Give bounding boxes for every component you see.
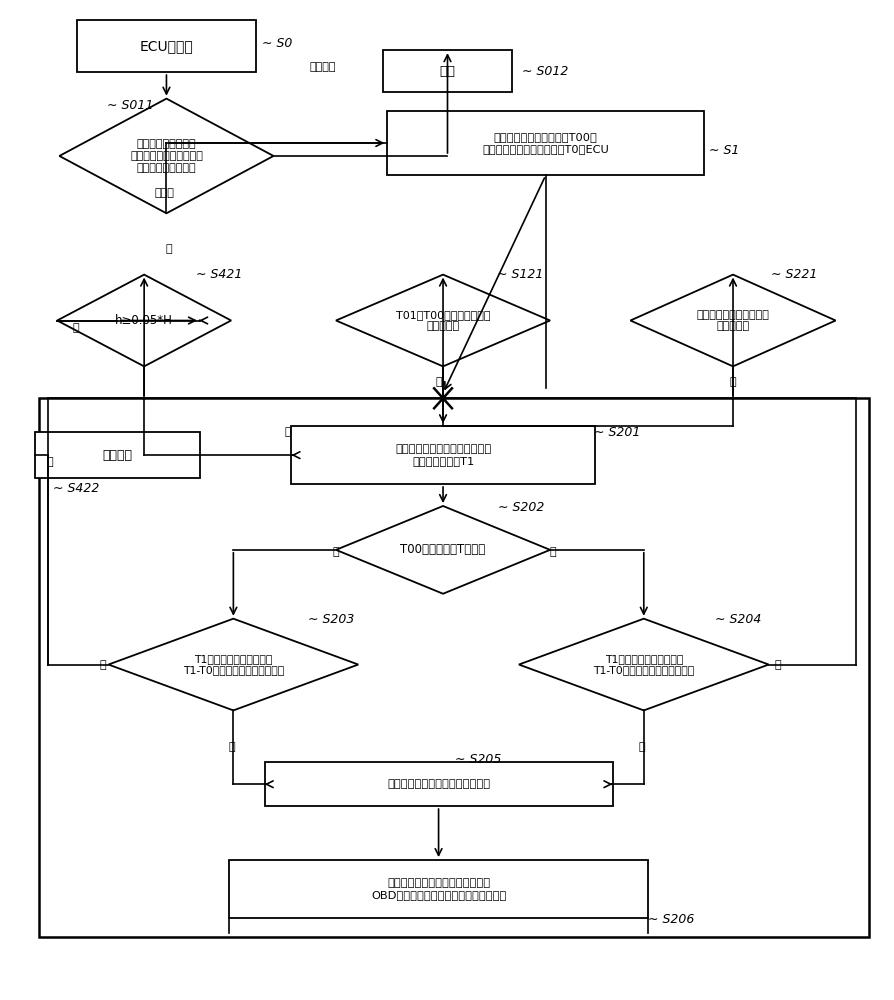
Text: ∼ S206: ∼ S206 <box>647 913 694 926</box>
Text: ∼ S0: ∼ S0 <box>262 37 292 50</box>
Text: 否: 否 <box>46 457 53 467</box>
Text: 检测当前时刻所述尿素箱内部的
尿素溶液的温度T1: 检测当前时刻所述尿素箱内部的 尿素溶液的温度T1 <box>394 444 491 466</box>
FancyBboxPatch shape <box>265 762 611 806</box>
Text: 尿素箱温度传感器、
环境温度传感器、尿素箱
液位传感器是否有效: 尿素箱温度传感器、 环境温度传感器、尿素箱 液位传感器是否有效 <box>130 139 203 173</box>
Polygon shape <box>335 506 550 594</box>
Polygon shape <box>59 99 274 213</box>
Text: 预存初始状态下环境温度T00、
尿素箱内部的尿素溶液温度T0至ECU: 预存初始状态下环境温度T00、 尿素箱内部的尿素溶液温度T0至ECU <box>482 132 609 154</box>
Text: ∼ S012: ∼ S012 <box>521 65 568 78</box>
Text: 否: 否 <box>434 377 442 387</box>
Text: T1是否大于第四预设值或
T1-T0是否大于等于第五预设值: T1是否大于第四预设值或 T1-T0是否大于等于第五预设值 <box>593 654 694 675</box>
Text: ∼ S422: ∼ S422 <box>53 482 99 495</box>
Text: ∼ S203: ∼ S203 <box>308 613 354 626</box>
Text: 结束程序: 结束程序 <box>102 449 132 462</box>
FancyBboxPatch shape <box>387 111 704 175</box>
Text: 否: 否 <box>773 660 780 670</box>
Polygon shape <box>335 275 550 366</box>
FancyBboxPatch shape <box>35 432 199 478</box>
Text: h≥0.05*H: h≥0.05*H <box>115 314 173 327</box>
FancyBboxPatch shape <box>77 20 256 72</box>
Polygon shape <box>519 619 768 710</box>
Text: 是: 是 <box>333 547 339 557</box>
Text: 否: 否 <box>729 377 736 387</box>
Polygon shape <box>629 275 835 366</box>
Text: 否: 否 <box>549 547 555 557</box>
Text: 是: 是 <box>638 742 645 752</box>
Text: T00与临界温度T的大小: T00与临界温度T的大小 <box>400 543 485 556</box>
Text: ∼ S1: ∼ S1 <box>708 144 738 157</box>
Text: 否: 否 <box>99 660 106 670</box>
Polygon shape <box>108 619 358 710</box>
Text: 是: 是 <box>165 244 173 254</box>
Text: 一者无效: 一者无效 <box>309 62 335 72</box>
Text: ECU初始化: ECU初始化 <box>139 39 193 53</box>
FancyBboxPatch shape <box>291 426 594 484</box>
Text: ∼ S202: ∼ S202 <box>498 501 544 514</box>
Text: 均有效: 均有效 <box>155 188 174 198</box>
Polygon shape <box>57 275 231 366</box>
Text: 否: 否 <box>72 323 79 333</box>
Text: 判断是否有新的尿素溶液
注入尿素箱: 判断是否有新的尿素溶液 注入尿素箱 <box>696 310 769 331</box>
FancyBboxPatch shape <box>383 50 511 92</box>
Text: 结束: 结束 <box>439 65 455 78</box>
Text: ∼ S204: ∼ S204 <box>714 613 761 626</box>
Text: 是: 是 <box>284 427 291 437</box>
Text: 输出冷却液电磁阀故障的控制指令: 输出冷却液电磁阀故障的控制指令 <box>386 779 490 789</box>
Text: T1是否大于第一预设值或
T1-T0是否大于等于第二预设值: T1是否大于第一预设值或 T1-T0是否大于等于第二预设值 <box>182 654 283 675</box>
FancyBboxPatch shape <box>229 860 647 918</box>
Text: 是: 是 <box>228 742 234 752</box>
Text: 输出显示指令，显示指令控制车辆
OBD系统中设置的显示部件发出显示信号: 输出显示指令，显示指令控制车辆 OBD系统中设置的显示部件发出显示信号 <box>370 878 506 900</box>
Text: T01与T00的差值是否大于
第三预设值: T01与T00的差值是否大于 第三预设值 <box>395 310 490 331</box>
Text: ∼ S011: ∼ S011 <box>106 99 153 112</box>
Text: ∼ S421: ∼ S421 <box>196 268 242 281</box>
Text: ∼ S121: ∼ S121 <box>497 268 544 281</box>
Text: ∼ S205: ∼ S205 <box>454 753 501 766</box>
Text: ∼ S221: ∼ S221 <box>771 268 817 281</box>
Text: ∼ S201: ∼ S201 <box>593 426 639 439</box>
